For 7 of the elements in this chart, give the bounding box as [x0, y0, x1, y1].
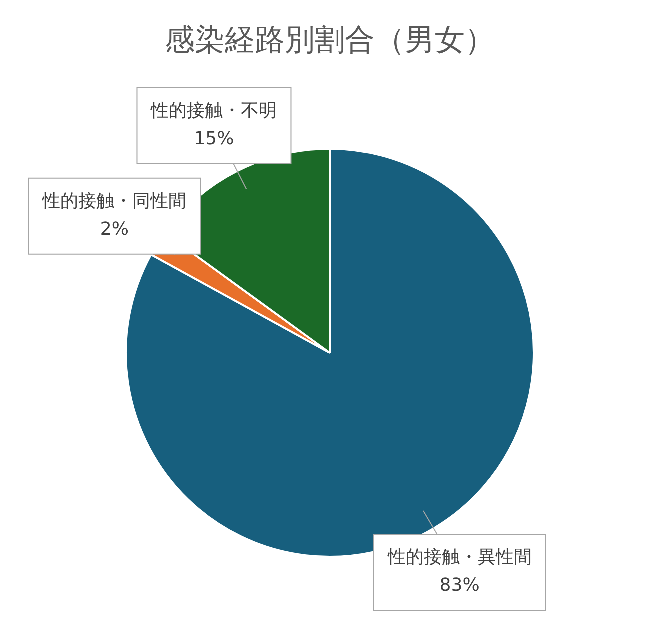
data-label: 2% — [100, 219, 129, 240]
slice-label: 性的接触・不明 — [150, 100, 278, 122]
slice-label: 性的接触・異性間 — [386, 547, 532, 568]
data-label: 15% — [194, 128, 234, 150]
chart-title: 感染経路別割合（男女） — [165, 22, 495, 58]
data-label: 83% — [440, 575, 480, 596]
slice-label: 性的接触・同性間 — [42, 191, 187, 212]
